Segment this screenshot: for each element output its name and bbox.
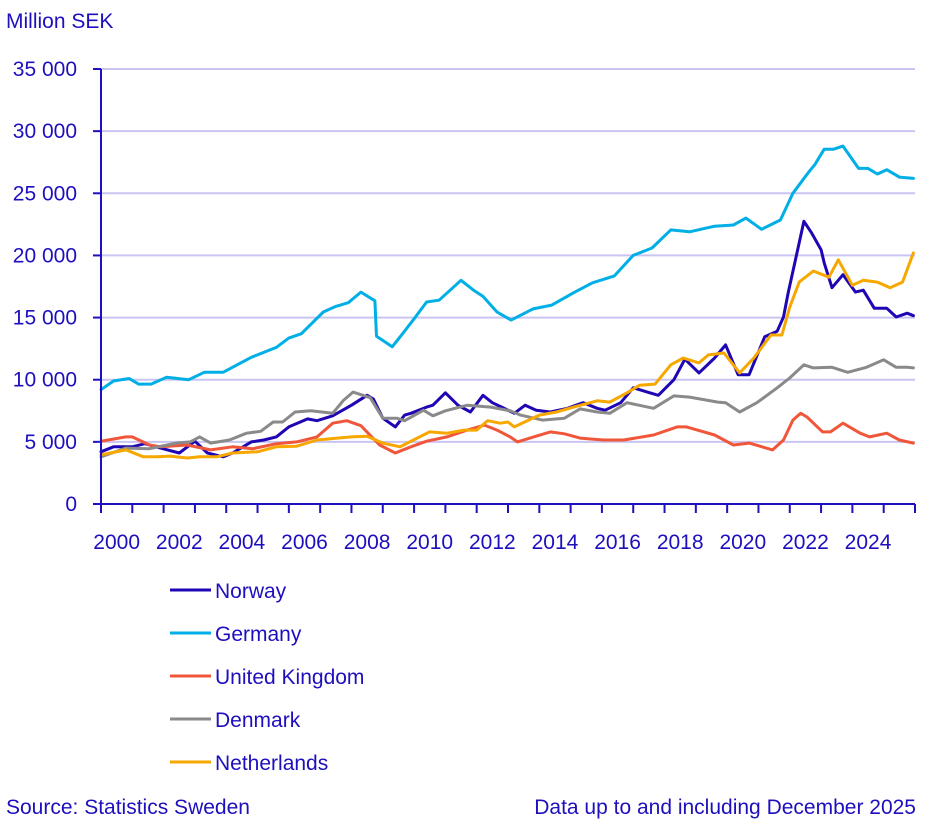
x-tick-label: 2004 (219, 531, 266, 554)
series-line-norway (99, 219, 915, 459)
data-coverage-note: Data up to and including December 2025 (534, 796, 916, 819)
x-tick-label: 2002 (156, 531, 203, 554)
x-tick-label: 2000 (93, 531, 140, 554)
x-tick-label: 2014 (532, 531, 579, 554)
x-tick-label: 2010 (406, 531, 453, 554)
series-line-germany (99, 144, 915, 392)
x-tick-label: 2022 (782, 531, 829, 554)
y-axis-label: Million SEK (6, 10, 113, 33)
y-tick-label: 30 000 (13, 120, 77, 143)
x-tick-label: 2006 (281, 531, 328, 554)
legend-label: Denmark (215, 709, 301, 732)
x-tick-label: 2020 (719, 531, 766, 554)
source-note: Source: Statistics Sweden (6, 796, 250, 819)
series-line-united-kingdom (99, 411, 915, 455)
y-tick-label: 35 000 (13, 58, 77, 81)
legend-label: Germany (215, 623, 302, 646)
legend: Norway Germany United Kingdom Denmark Nether… (170, 580, 364, 775)
gridlines (101, 68, 915, 443)
y-axis-ticks: 0 5 000 10 000 15 000 20 000 25 000 30 000 35 0… (13, 58, 101, 516)
series-lines (99, 144, 915, 460)
y-tick-label: 0 (65, 493, 77, 516)
y-tick-label: 25 000 (13, 182, 77, 205)
y-tick-label: 10 000 (13, 369, 77, 392)
x-tick-label: 2008 (344, 531, 391, 554)
x-axis-ticks: 2000 2002 2004 2006 2008 2010 2012 2014 2016 2018… (93, 504, 916, 554)
legend-label: Norway (215, 580, 287, 603)
y-tick-label: 15 000 (13, 307, 77, 330)
legend-label: United Kingdom (215, 666, 364, 689)
legend-label: Netherlands (215, 752, 328, 775)
x-tick-label: 2012 (469, 531, 516, 554)
y-tick-label: 5 000 (24, 431, 77, 454)
y-tick-label: 20 000 (13, 244, 77, 267)
series-line-netherlands (99, 251, 915, 460)
x-tick-label: 2018 (657, 531, 704, 554)
series-line-denmark (99, 358, 915, 459)
x-tick-label: 2024 (845, 531, 892, 554)
x-tick-label: 2016 (594, 531, 641, 554)
axes (100, 69, 915, 505)
